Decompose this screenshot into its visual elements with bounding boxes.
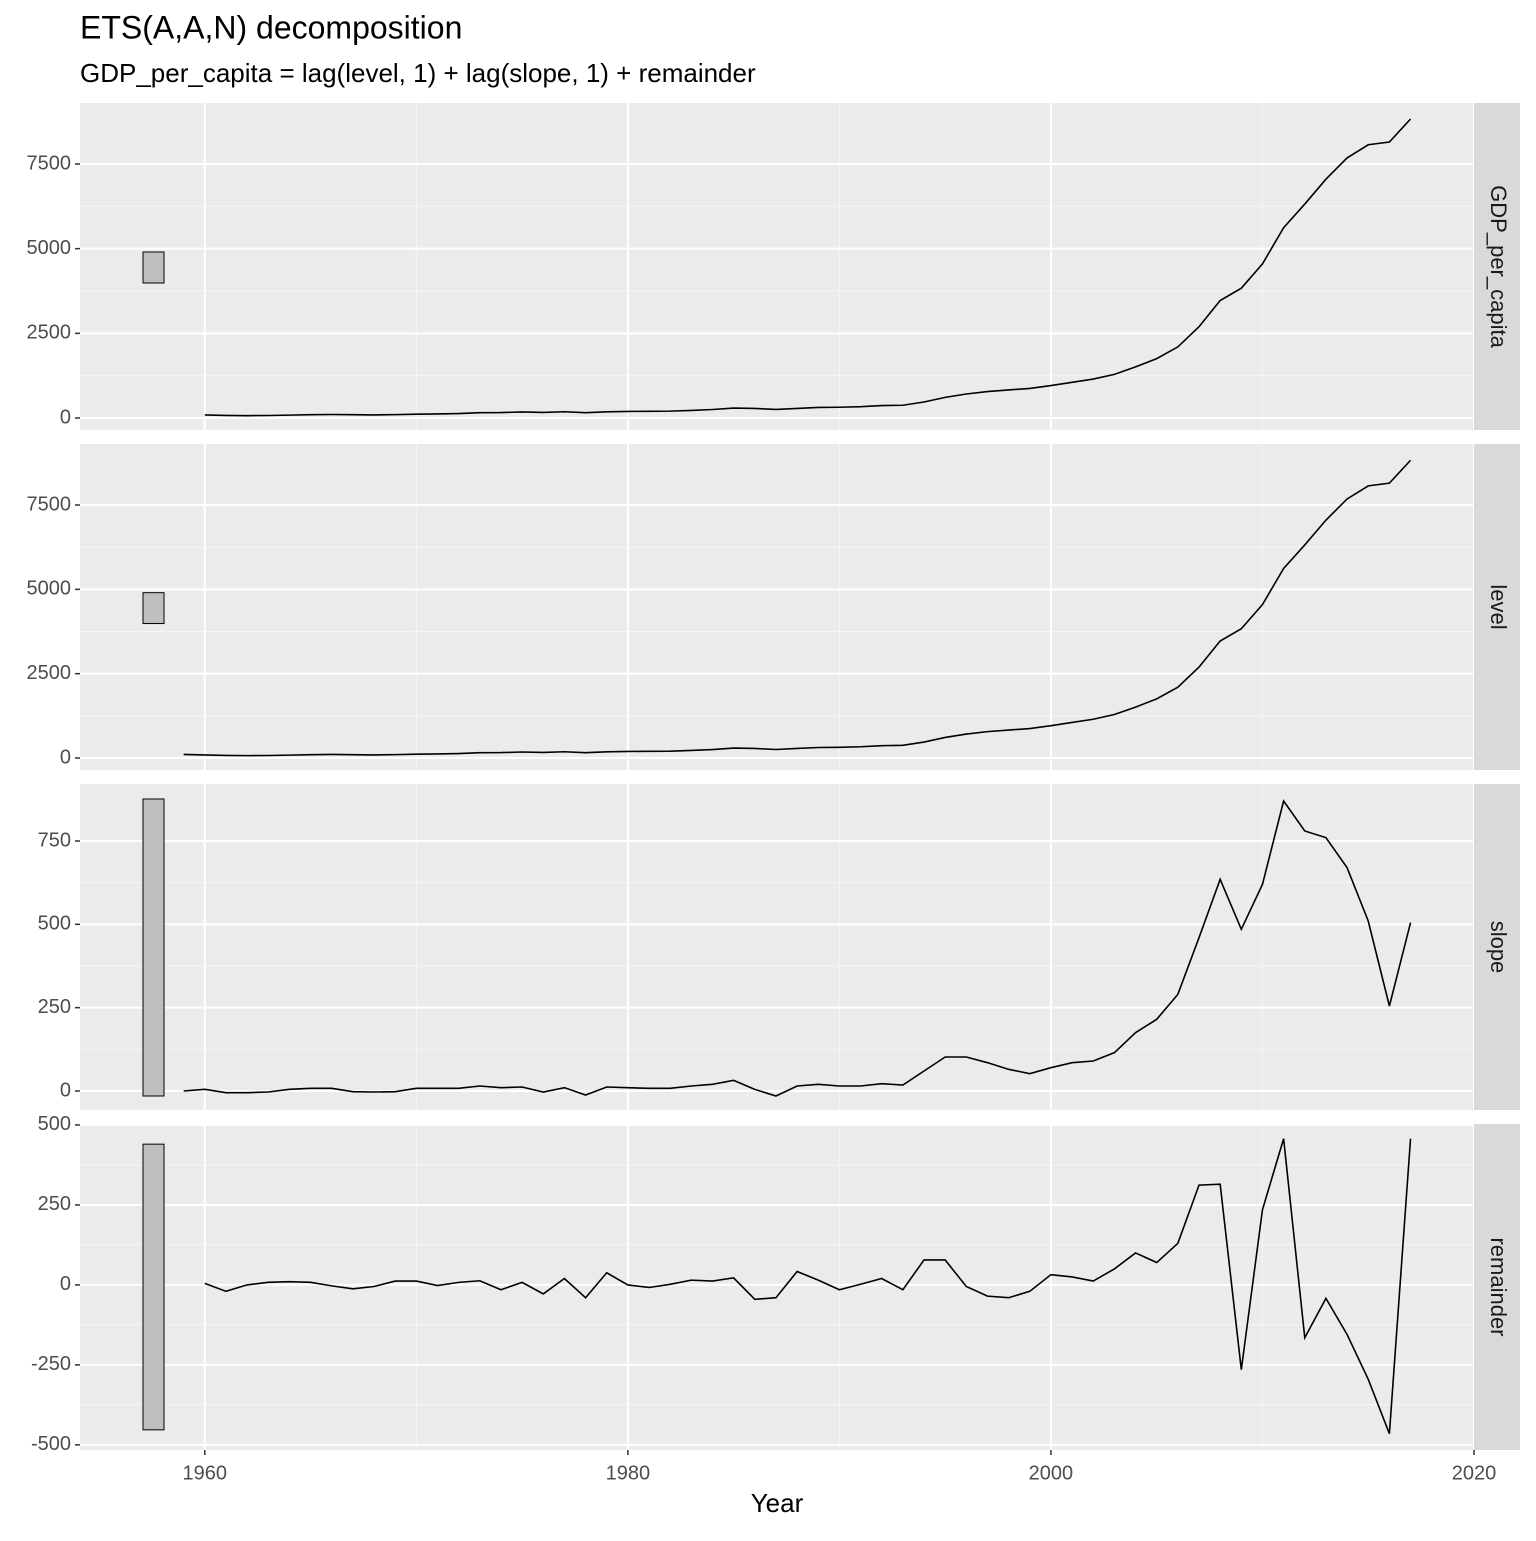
scale-bar [142,592,165,625]
series-line [204,1138,1412,1434]
y-tick-label: -500 [31,1433,71,1455]
y-tick-label: 0 [60,1079,71,1101]
strip [1474,784,1520,1110]
y-tick-label: -250 [31,1353,71,1375]
scale-bar [142,1143,165,1431]
y-tick-label: 7500 [27,493,72,515]
y-tick-label: 2500 [27,322,72,344]
x-tick-label: 1960 [183,1462,228,1484]
y-tick-label: 0 [60,746,71,768]
x-tick-label: 2020 [1452,1462,1497,1484]
y-tick-label: 0 [60,1273,71,1295]
x-tick-label: 2000 [1029,1462,1074,1484]
y-tick-label: 750 [38,829,71,851]
series-line [183,799,1412,1097]
panel-background [80,103,1474,430]
x-tick-label: 1980 [606,1462,651,1484]
y-tick-label: 0 [60,406,71,428]
y-tick-label: 5000 [27,578,72,600]
x-axis-label: Year [751,1488,804,1518]
strip-label: level [1486,584,1511,629]
strip [1474,444,1520,770]
series-line [183,459,1412,757]
series-line [204,118,1412,417]
strip [1474,1124,1520,1450]
strip-label: GDP_per_capita [1486,185,1511,348]
strip-label: slope [1486,921,1511,974]
scale-bar [142,251,165,284]
strip-label: remainder [1486,1237,1511,1336]
y-tick-label: 5000 [27,237,72,259]
chart-subtitle: GDP_per_capita = lag(level, 1) + lag(slo… [80,58,756,88]
y-tick-label: 7500 [27,152,72,174]
y-tick-label: 500 [38,913,71,935]
y-tick-label: 250 [38,1193,71,1215]
strip [1474,103,1520,430]
panel-background [80,784,1474,1110]
panel-background [80,444,1474,770]
panel-background [80,1124,1474,1450]
chart-title: ETS(A,A,N) decomposition [80,9,462,45]
y-tick-label: 500 [38,1113,71,1135]
y-tick-label: 2500 [27,662,72,684]
y-tick-label: 250 [38,996,71,1018]
scale-bar [142,798,165,1097]
